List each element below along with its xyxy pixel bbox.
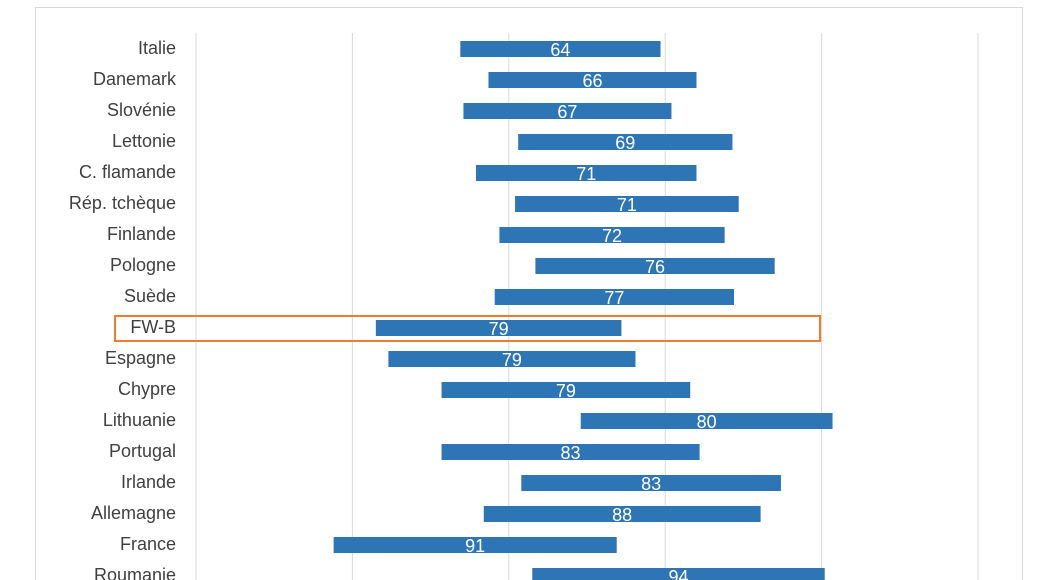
bar — [460, 41, 661, 57]
y-tick-label: Pologne — [110, 255, 176, 275]
y-tick-label: Roumanie — [94, 565, 176, 580]
bar — [494, 289, 735, 305]
bar — [388, 351, 636, 367]
y-tick-label: Italie — [138, 38, 176, 58]
data-label: 79 — [502, 350, 522, 370]
data-label: 76 — [645, 257, 665, 277]
bar — [375, 320, 622, 336]
bar — [580, 413, 833, 429]
bar — [475, 165, 697, 181]
data-label: 71 — [576, 164, 596, 184]
y-tick-label: Finlande — [107, 224, 176, 244]
y-tick-label: Irlande — [121, 472, 176, 492]
y-tick-label: Danemark — [93, 69, 177, 89]
bar — [532, 568, 825, 580]
bar — [441, 444, 700, 460]
y-tick-label: Suède — [124, 286, 176, 306]
y-tick-label: Slovénie — [107, 100, 176, 120]
y-tick-label: C. flamande — [79, 162, 176, 182]
data-label: 64 — [550, 40, 570, 60]
data-label: 79 — [489, 319, 509, 339]
bar — [483, 506, 761, 522]
y-tick-label: Espagne — [105, 348, 176, 368]
data-label: 91 — [465, 536, 485, 556]
data-label: 69 — [615, 133, 635, 153]
data-label: 72 — [602, 226, 622, 246]
bar — [488, 72, 697, 88]
data-label: 66 — [582, 71, 602, 91]
bar — [518, 134, 733, 150]
bar — [333, 537, 617, 553]
y-tick-label: Portugal — [109, 441, 176, 461]
y-tick-label: France — [120, 534, 176, 554]
data-label: 83 — [561, 443, 581, 463]
data-label: 94 — [668, 567, 688, 580]
data-label: 67 — [557, 102, 577, 122]
y-tick-label: Rép. tchèque — [69, 193, 176, 213]
y-tick-label: Lettonie — [112, 131, 176, 151]
bar — [441, 382, 691, 398]
highlight-box — [114, 315, 821, 342]
data-label: 83 — [641, 474, 661, 494]
bar — [515, 196, 739, 212]
data-label: 77 — [604, 288, 624, 308]
data-label: 80 — [697, 412, 717, 432]
y-tick-label: FW-B — [130, 317, 176, 337]
y-tick-label: Chypre — [118, 379, 176, 399]
y-tick-label: Allemagne — [91, 503, 176, 523]
bar — [521, 475, 781, 491]
bar — [535, 258, 775, 274]
data-label: 71 — [617, 195, 637, 215]
bar — [463, 103, 672, 119]
data-label: 88 — [612, 505, 632, 525]
y-tick-label: Lithuanie — [103, 410, 176, 430]
bar — [499, 227, 725, 243]
data-label: 79 — [556, 381, 576, 401]
